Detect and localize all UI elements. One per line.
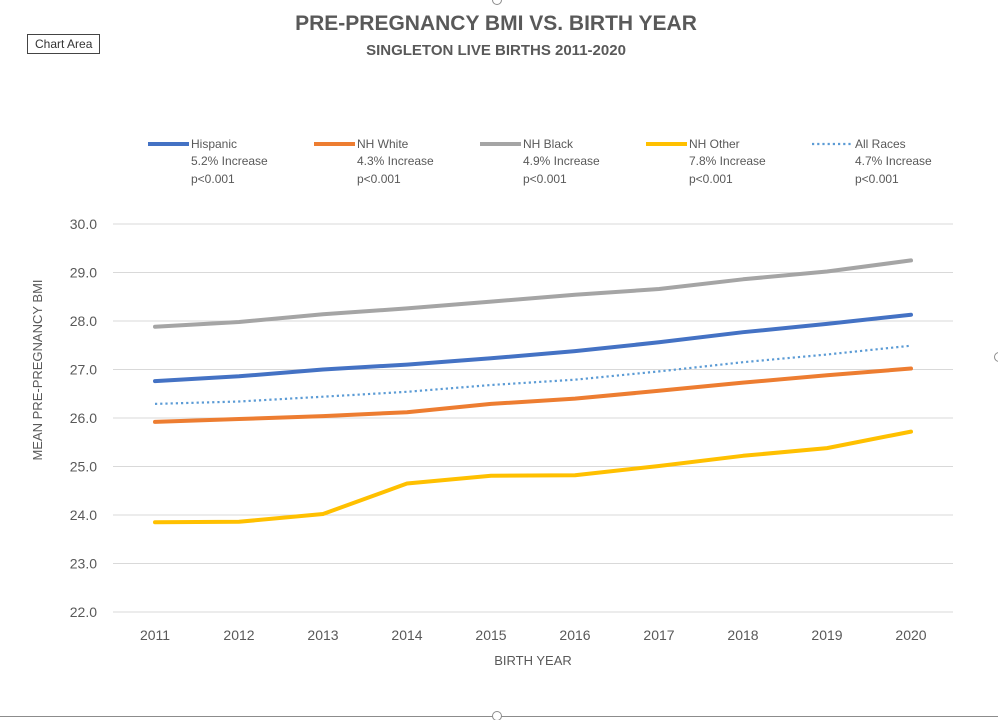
legend-increase: 4.7% Increase [855,154,932,168]
x-tick-label: 2011 [140,627,170,643]
legend-series-name: NH Black [523,137,574,151]
legend-pvalue: p<0.001 [357,172,401,186]
series-lines [153,258,913,525]
chart-title: PRE-PREGNANCY BMI VS. BIRTH YEAR [295,12,697,35]
legend-series-name: Hispanic [191,137,237,151]
legend-increase: 4.3% Increase [357,154,434,168]
x-axis-title: BIRTH YEAR [494,653,572,668]
legend-item-hispanic[interactable]: Hispanic 5.2% Increase p<0.001 [148,137,268,186]
x-tick-label: 2014 [391,627,422,643]
legend-increase: 5.2% Increase [191,154,268,168]
y-tick-label: 30.0 [70,216,97,232]
chart-subtitle: SINGLETON LIVE BIRTHS 2011-2020 [366,42,626,59]
legend-item-nh-other[interactable]: NH Other 7.8% Increase p<0.001 [646,137,766,186]
y-tick-label: 25.0 [70,459,97,475]
y-tick-label: 24.0 [70,507,97,523]
legend-pvalue: p<0.001 [191,172,235,186]
x-tick-label: 2018 [727,627,758,643]
resize-handle-right[interactable] [994,352,998,362]
y-tick-label: 28.0 [70,313,97,329]
legend-increase: 4.9% Increase [523,154,600,168]
legend-pvalue: p<0.001 [855,172,899,186]
x-tick-label: 2017 [643,627,674,643]
legend-increase: 7.8% Increase [689,154,766,168]
x-axis-ticks: 2011 2012 2013 2014 2015 2016 2017 2018 2019 2020 [140,627,927,643]
resize-handle-bottom[interactable] [492,711,502,720]
y-tick-label: 26.0 [70,410,97,426]
series-line-nh-other[interactable] [153,429,913,525]
legend-item-nh-black[interactable]: NH Black 4.9% Increase p<0.001 [480,137,600,186]
y-tick-label: 23.0 [70,556,97,572]
y-tick-label: 29.0 [70,265,97,281]
legend-series-name: All Races [855,137,906,151]
legend-item-nh-white[interactable]: NH White 4.3% Increase p<0.001 [314,137,434,186]
x-tick-label: 2019 [811,627,842,643]
series-line-nh-black[interactable] [153,258,913,329]
y-axis-ticks: 30.0 29.0 28.0 27.0 26.0 25.0 24.0 23.0 22.0 [70,216,97,620]
legend-item-all-races[interactable]: All Races 4.7% Increase p<0.001 [812,137,932,186]
chart-area-tooltip: Chart Area [27,34,101,54]
y-axis-title: MEAN PRE-PREGNANCY BMI [30,279,45,460]
x-tick-label: 2016 [559,627,590,643]
series-line-hispanic[interactable] [153,312,913,384]
x-tick-label: 2012 [223,627,254,643]
y-tick-label: 22.0 [70,604,97,620]
legend-pvalue: p<0.001 [689,172,733,186]
x-tick-label: 2013 [307,627,338,643]
legend-series-name: NH White [357,137,409,151]
legend: Hispanic 5.2% Increase p<0.001 NH White 4.3%… [148,137,932,186]
series-line-all-races[interactable] [154,344,912,405]
legend-series-name: NH Other [689,137,740,151]
series-line-nh-white[interactable] [153,366,913,424]
x-tick-label: 2015 [475,627,506,643]
y-tick-label: 27.0 [70,362,97,378]
x-tick-label: 2020 [895,627,926,643]
legend-pvalue: p<0.001 [523,172,567,186]
